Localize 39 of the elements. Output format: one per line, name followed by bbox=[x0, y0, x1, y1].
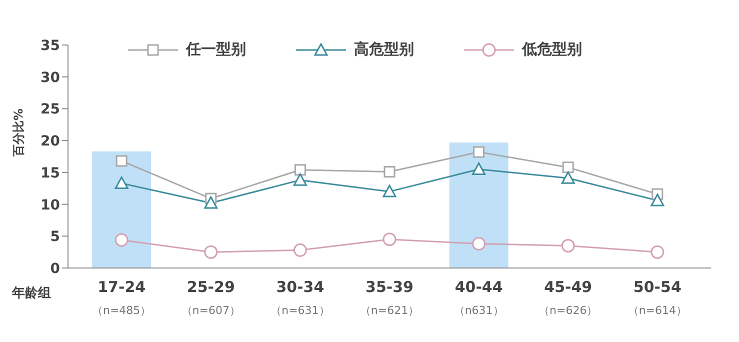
point bbox=[473, 146, 485, 158]
x-tick-label: 45-49 （n=626） bbox=[538, 278, 598, 317]
point bbox=[114, 233, 128, 247]
point bbox=[294, 164, 306, 176]
point bbox=[382, 232, 396, 246]
x-axis-title: 年龄组 bbox=[12, 285, 51, 302]
y-tick-label: 20 bbox=[40, 134, 60, 150]
point bbox=[472, 237, 486, 251]
y-axis-title: 百分比% bbox=[11, 108, 26, 158]
y-tick-label: 30 bbox=[40, 70, 60, 86]
x-tick-label: 30-34 （n=631） bbox=[270, 278, 330, 317]
point bbox=[561, 238, 575, 252]
legend-label: 高危型别 bbox=[354, 40, 414, 59]
point bbox=[562, 162, 574, 174]
point bbox=[293, 173, 307, 186]
legend-label: 低危型别 bbox=[522, 40, 582, 59]
point bbox=[114, 176, 128, 190]
x-tick-label: 35-39 （n=621） bbox=[360, 278, 420, 317]
point bbox=[204, 196, 218, 209]
y-tick-label: 10 bbox=[40, 197, 60, 214]
y-tick-label: 15 bbox=[40, 165, 60, 182]
x-tick-label: 50-54 （n=614） bbox=[628, 278, 688, 317]
point bbox=[204, 245, 218, 259]
x-tick-label: 17-24 （n=485） bbox=[92, 278, 152, 317]
point bbox=[561, 171, 575, 184]
point bbox=[116, 155, 128, 167]
point bbox=[650, 245, 664, 259]
point bbox=[384, 166, 396, 178]
y-tick-label: 5 bbox=[50, 229, 60, 246]
y-tick-label: 35 bbox=[40, 38, 60, 54]
y-tick-label: 0 bbox=[50, 260, 60, 277]
point bbox=[650, 194, 664, 206]
legend-label: 任一型别 bbox=[186, 40, 246, 59]
x-tick-label: 25-29 （n=607） bbox=[181, 278, 240, 317]
point bbox=[382, 184, 396, 198]
point bbox=[293, 243, 307, 257]
y-tick-label: 25 bbox=[40, 102, 60, 118]
x-tick-label: 40-44 （n631） bbox=[454, 278, 504, 317]
point bbox=[472, 162, 486, 175]
